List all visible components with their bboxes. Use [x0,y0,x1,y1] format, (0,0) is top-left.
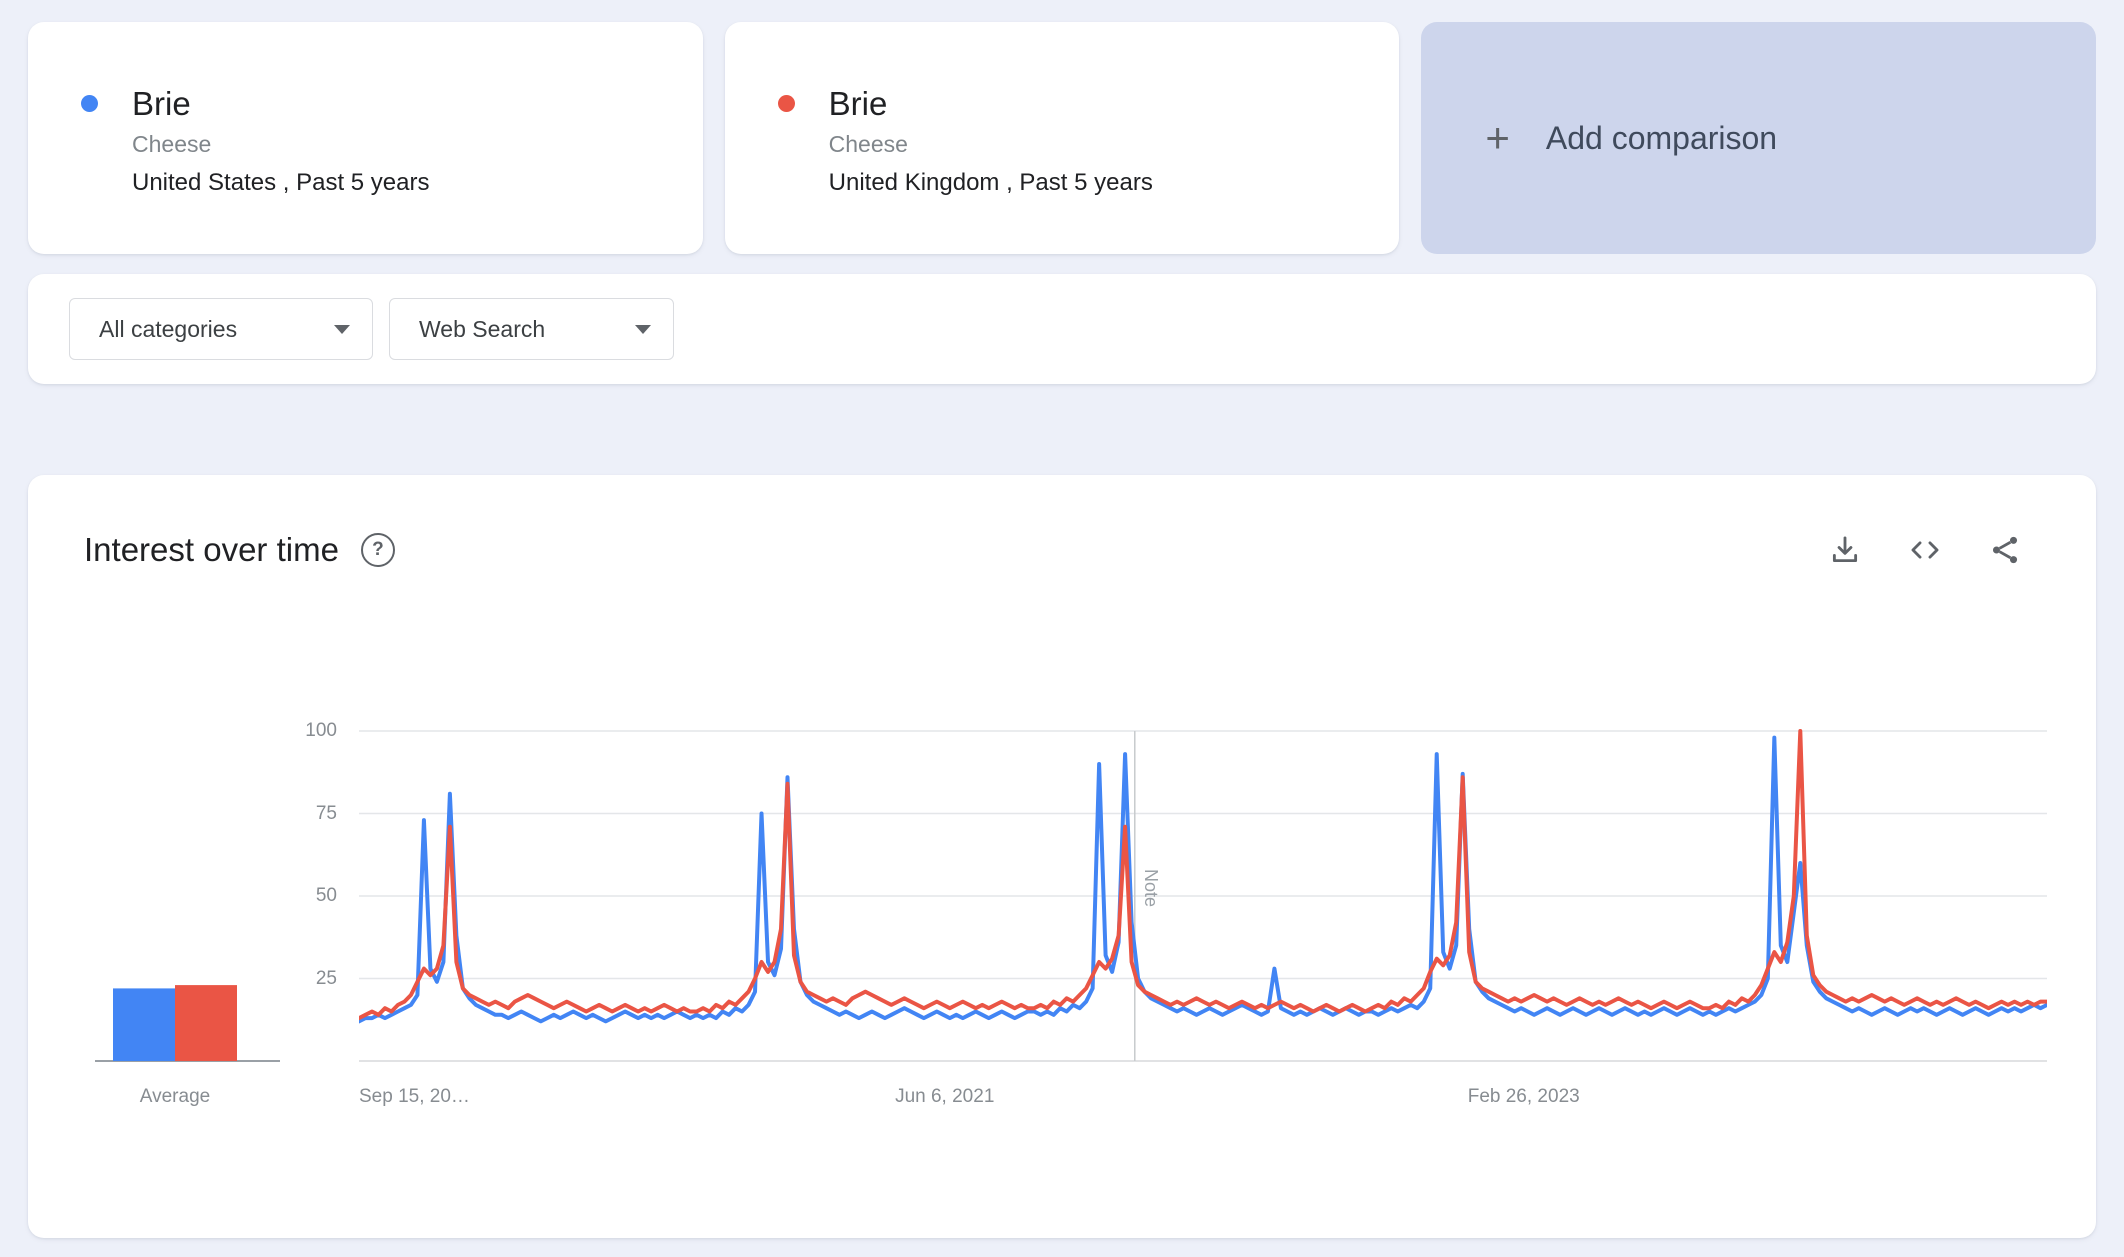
trend-plot-area: 100 75 50 25 Note Sep 15, 20… Jun 6, 202… [305,720,2047,1116]
share-icon[interactable] [1988,533,2022,567]
term-category: Cheese [132,131,212,157]
embed-icon[interactable] [1908,533,1942,567]
search-type-dropdown[interactable]: Web Search [389,298,674,360]
x-axis-row: Sep 15, 20… Jun 6, 2021 Feb 26, 2023 [359,1074,2047,1116]
term-category: Cheese [828,131,908,157]
chart-region: Average 100 75 50 25 Note Sep 15, 20… Ju… [28,720,2096,1116]
x-axis-tick-mid: Jun 6, 2021 [895,1086,995,1107]
y-axis-tick-75: 75 [315,803,337,824]
x-axis-tick-late: Feb 26, 2023 [1467,1086,1580,1107]
average-bars-chart[interactable] [95,729,280,1074]
y-axis-tick-100: 100 [305,720,337,741]
comparison-card-united-states[interactable]: Brie Cheese United States , Past 5 years [28,22,703,254]
term-scope: United Kingdom , Past 5 years [828,169,1153,196]
chevron-down-icon [334,324,350,334]
search-term: Brie [132,85,191,122]
plus-icon: + [1485,114,1510,161]
x-axis-tick-start: Sep 15, 20… [359,1086,470,1107]
help-icon[interactable]: ? [360,533,395,567]
comparison-row: Brie Cheese United States , Past 5 years… [28,22,2096,254]
filter-bar: All categories Web Search [28,274,2096,384]
series-color-dot-red [777,95,795,112]
term-card-text: Brie Cheese United Kingdom , Past 5 year… [829,82,1153,254]
chart-action-icons [1828,533,2022,567]
chevron-down-icon [635,324,651,334]
y-axis-tick-50: 50 [315,885,337,906]
average-label-row: Average [95,1074,280,1116]
comparison-card-united-kingdom[interactable]: Brie Cheese United Kingdom , Past 5 year… [724,22,1400,254]
trend-card-header: Interest over time ? [28,475,2096,569]
add-comparison-label: Add comparison [1545,119,1778,156]
add-comparison-button[interactable]: + Add comparison [1421,22,2096,254]
interest-over-time-line-chart[interactable] [359,729,2047,1074]
series-color-dot-blue [81,95,98,112]
term-scope: United States , Past 5 years [132,169,430,196]
y-axis-tick-25: 25 [315,968,337,989]
chart-title: Interest over time [84,531,339,568]
average-label: Average [139,1086,211,1107]
category-dropdown-label: All categories [99,315,238,342]
note-marker-label[interactable]: Note [1140,869,1161,908]
search-term: Brie [828,85,888,122]
download-icon[interactable] [1828,533,1862,567]
term-card-text: Brie Cheese United States , Past 5 years [132,82,429,254]
search-type-dropdown-label: Web Search [419,315,546,342]
average-block: Average [95,729,280,1116]
interest-over-time-card: Interest over time ? Average [28,475,2096,1238]
category-dropdown[interactable]: All categories [69,298,373,360]
